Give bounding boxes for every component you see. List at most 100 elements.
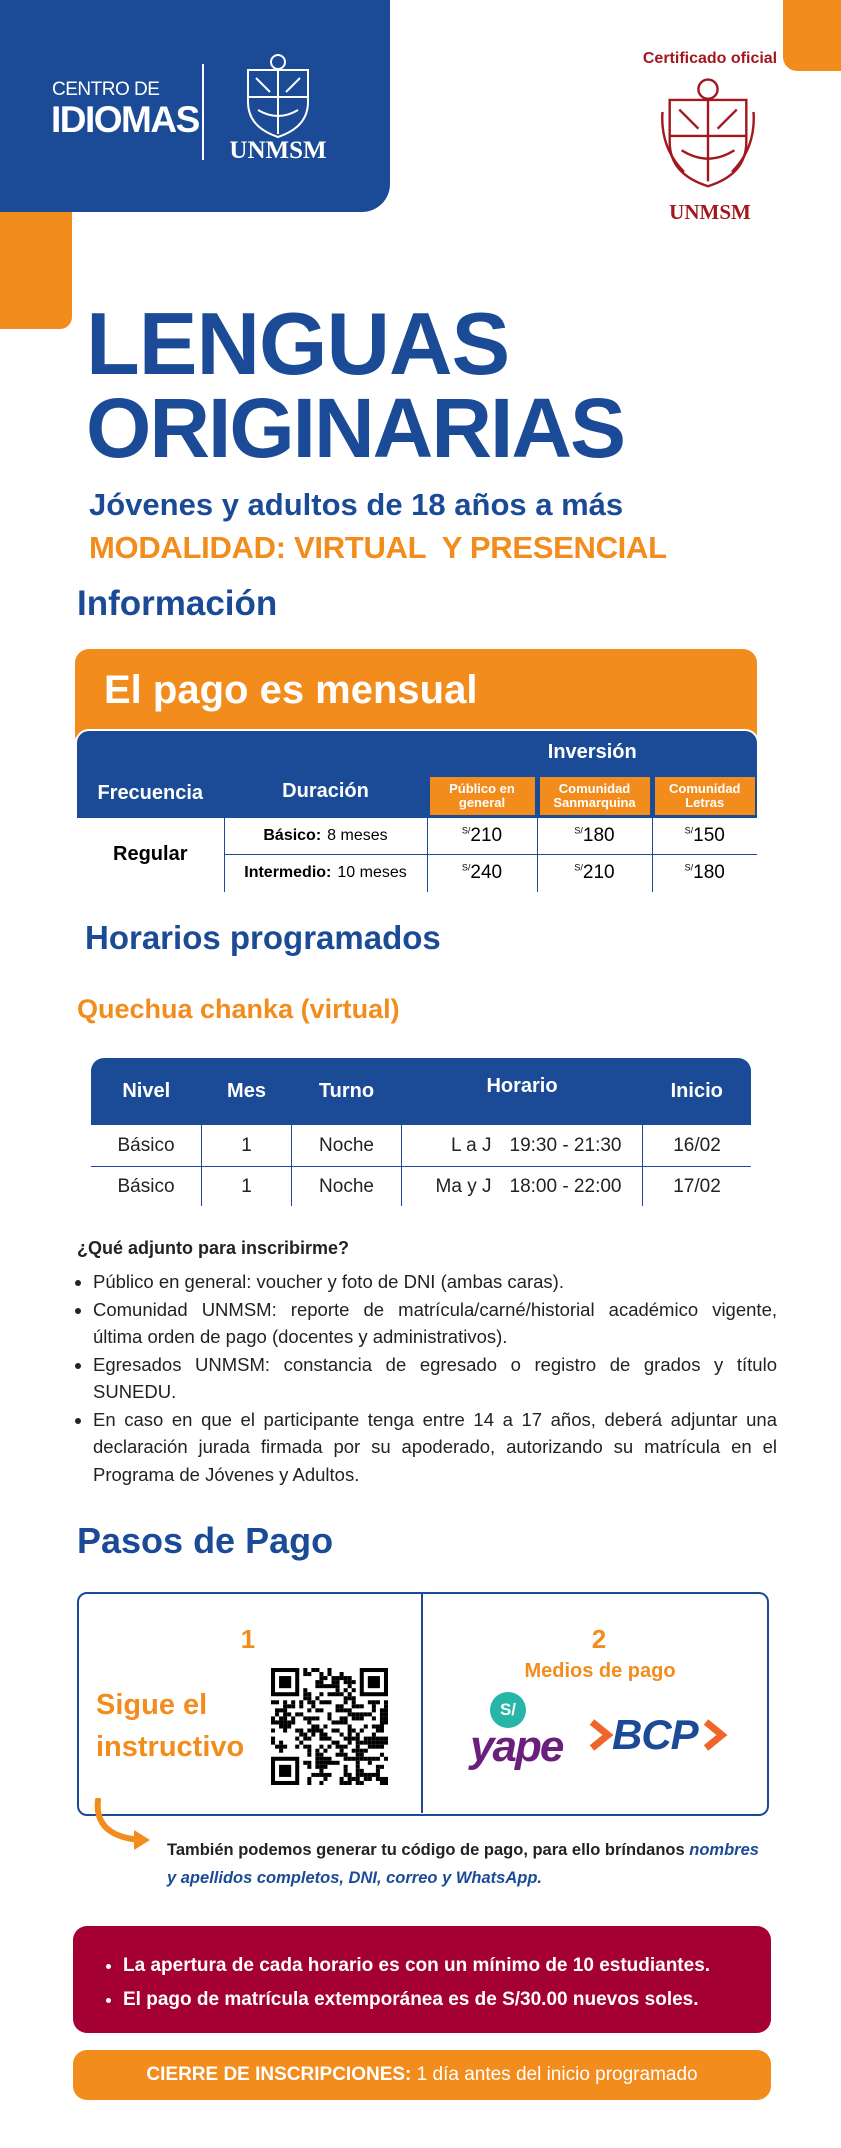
qr-module	[379, 1728, 384, 1733]
qr-module	[347, 1732, 352, 1737]
qr-module	[311, 1772, 316, 1777]
requirement: En caso en que el participante tenga ent…	[93, 1406, 777, 1489]
header-cell: Nivel	[91, 1058, 202, 1125]
qr-module	[315, 1708, 320, 1713]
notice: La apertura de cada horario es con un mí…	[123, 1949, 763, 1983]
qr-module	[351, 1680, 356, 1685]
orange-block	[0, 212, 72, 329]
currency: S/	[574, 862, 583, 873]
qr-module	[379, 1708, 384, 1713]
currency: S/	[461, 862, 471, 873]
qr-module	[375, 1776, 380, 1781]
logo-line: CENTRO DE	[52, 79, 160, 100]
qr-module	[347, 1692, 352, 1697]
qr-module	[383, 1716, 388, 1721]
qr-module	[343, 1680, 348, 1685]
qr-module	[367, 1736, 372, 1741]
qr-module	[359, 1780, 364, 1785]
qr-module	[339, 1744, 344, 1749]
qr-module	[355, 1752, 360, 1757]
qr-module	[283, 1716, 288, 1721]
deadline-text: 1 día antes del inicio programado	[411, 2064, 698, 2085]
course-name: Quechua chanka (virtual)	[77, 994, 400, 1024]
qr-module	[303, 1732, 308, 1737]
qr-module	[363, 1776, 368, 1781]
qr-module	[355, 1704, 360, 1709]
step-label: Medios de pago	[524, 1660, 676, 1682]
yape-logo: yape	[470, 1722, 564, 1771]
qr-module	[355, 1716, 360, 1721]
section-heading: Información	[77, 584, 278, 623]
logo-university: UNMSM	[229, 137, 327, 164]
qr-module	[323, 1776, 328, 1781]
qr-module	[335, 1684, 340, 1689]
qr-module	[319, 1672, 324, 1677]
qr-module	[327, 1668, 332, 1673]
path	[134, 1830, 150, 1850]
qr-module	[355, 1756, 360, 1761]
note-emphasis: nombres y apellidos completos, DNI, corr…	[167, 1841, 759, 1887]
qr-module	[343, 1744, 348, 1749]
qr-module	[359, 1704, 364, 1709]
qr-finder	[367, 1676, 380, 1689]
qr-module	[327, 1760, 332, 1765]
qr-module	[379, 1716, 384, 1721]
deadline-label: CIERRE DE INSCRIPCIONES:	[146, 2064, 412, 2085]
qr-module	[275, 1712, 280, 1717]
qr-module	[351, 1696, 356, 1701]
qr-module	[323, 1772, 328, 1777]
qr-module	[347, 1780, 352, 1785]
qr-module	[355, 1748, 360, 1753]
qr-module	[319, 1700, 324, 1705]
qr-module	[347, 1728, 352, 1733]
qr-module	[379, 1712, 384, 1717]
qr-module	[283, 1712, 288, 1717]
price: 210	[582, 862, 615, 884]
qr-module	[295, 1736, 300, 1741]
qr-module	[319, 1756, 324, 1761]
header-cell: Duración	[223, 731, 428, 818]
qr-module	[335, 1692, 340, 1697]
qr-module	[275, 1720, 280, 1725]
qr-module	[319, 1760, 324, 1765]
qr-module	[383, 1736, 388, 1741]
circle	[270, 54, 286, 70]
qr-module	[271, 1716, 276, 1721]
step-number: 2	[591, 1624, 607, 1654]
qr-module	[355, 1764, 360, 1769]
qr-module	[327, 1712, 332, 1717]
qr-module	[271, 1700, 276, 1705]
tr: Frecuencia Duración Inversión	[77, 731, 757, 818]
qr-module	[363, 1740, 368, 1745]
g	[247, 54, 309, 139]
qr-module	[367, 1760, 372, 1765]
qr-module	[271, 1720, 276, 1725]
crest	[661, 78, 755, 188]
currency: S/	[684, 825, 694, 836]
logo-line: IDIOMAS	[51, 99, 200, 140]
qr-module	[271, 1740, 276, 1745]
qr-module	[279, 1708, 284, 1713]
qr-module	[303, 1716, 308, 1721]
qr-module	[315, 1772, 320, 1777]
qr-module	[367, 1740, 372, 1745]
qr-module	[351, 1776, 356, 1781]
qr-module	[331, 1760, 336, 1765]
price: 180	[693, 862, 725, 884]
qr-module	[323, 1736, 328, 1741]
currency: S/	[684, 862, 694, 873]
qr-module	[319, 1780, 324, 1785]
path	[248, 70, 308, 134]
qr-module	[331, 1728, 336, 1733]
qr-module	[367, 1700, 372, 1705]
price-cell: S/180	[536, 816, 653, 855]
qr-module	[339, 1716, 344, 1721]
qr-module	[347, 1712, 352, 1717]
qr-module	[307, 1672, 312, 1677]
qr-module	[323, 1724, 328, 1729]
tr: Público en general Comunidad Sanmarquina…	[77, 774, 757, 818]
qr-module	[307, 1752, 312, 1757]
qr-finder	[279, 1764, 292, 1777]
qr-module	[279, 1744, 284, 1749]
